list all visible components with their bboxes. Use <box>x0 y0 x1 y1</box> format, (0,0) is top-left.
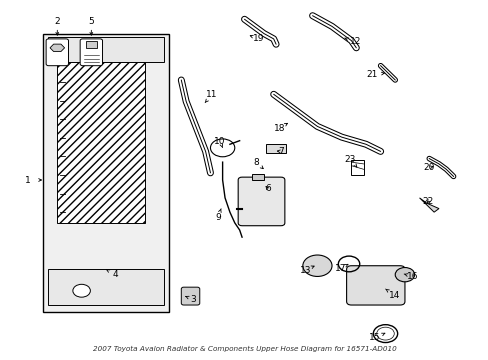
Text: 18: 18 <box>273 124 285 133</box>
Text: 12: 12 <box>349 37 360 46</box>
Text: 10: 10 <box>214 137 225 146</box>
Text: 14: 14 <box>388 291 399 300</box>
Text: 13: 13 <box>299 266 310 275</box>
Bar <box>251 174 264 180</box>
Bar <box>42 33 169 312</box>
Polygon shape <box>50 44 64 51</box>
FancyBboxPatch shape <box>346 266 404 305</box>
Text: 23: 23 <box>344 155 355 164</box>
Circle shape <box>394 267 414 282</box>
Circle shape <box>210 139 234 157</box>
Text: 11: 11 <box>205 90 217 99</box>
Text: 19: 19 <box>253 35 264 44</box>
Text: 21: 21 <box>366 70 377 79</box>
Bar <box>57 62 144 223</box>
Polygon shape <box>419 198 438 212</box>
FancyBboxPatch shape <box>238 177 285 226</box>
Text: 22: 22 <box>422 197 433 206</box>
FancyBboxPatch shape <box>181 287 200 305</box>
Bar <box>266 144 285 153</box>
Text: 5: 5 <box>88 17 94 26</box>
Circle shape <box>302 255 331 276</box>
FancyBboxPatch shape <box>46 39 68 66</box>
Text: 1: 1 <box>25 176 31 185</box>
Text: 2: 2 <box>54 17 60 26</box>
Text: 6: 6 <box>264 184 270 193</box>
Text: 4: 4 <box>113 270 118 279</box>
Bar <box>85 41 97 48</box>
Text: 3: 3 <box>190 295 196 304</box>
Bar <box>47 37 164 62</box>
Text: 9: 9 <box>214 213 220 222</box>
Circle shape <box>73 284 90 297</box>
Text: 7: 7 <box>278 147 283 156</box>
FancyBboxPatch shape <box>80 39 102 66</box>
Text: 20: 20 <box>423 163 434 172</box>
Text: 8: 8 <box>253 158 259 167</box>
Text: 15: 15 <box>368 333 380 342</box>
Text: 2007 Toyota Avalon Radiator & Components Upper Hose Diagram for 16571-AD010: 2007 Toyota Avalon Radiator & Components… <box>92 346 396 352</box>
Text: 16: 16 <box>406 272 417 281</box>
Text: 17: 17 <box>334 264 346 273</box>
Bar <box>47 269 164 305</box>
